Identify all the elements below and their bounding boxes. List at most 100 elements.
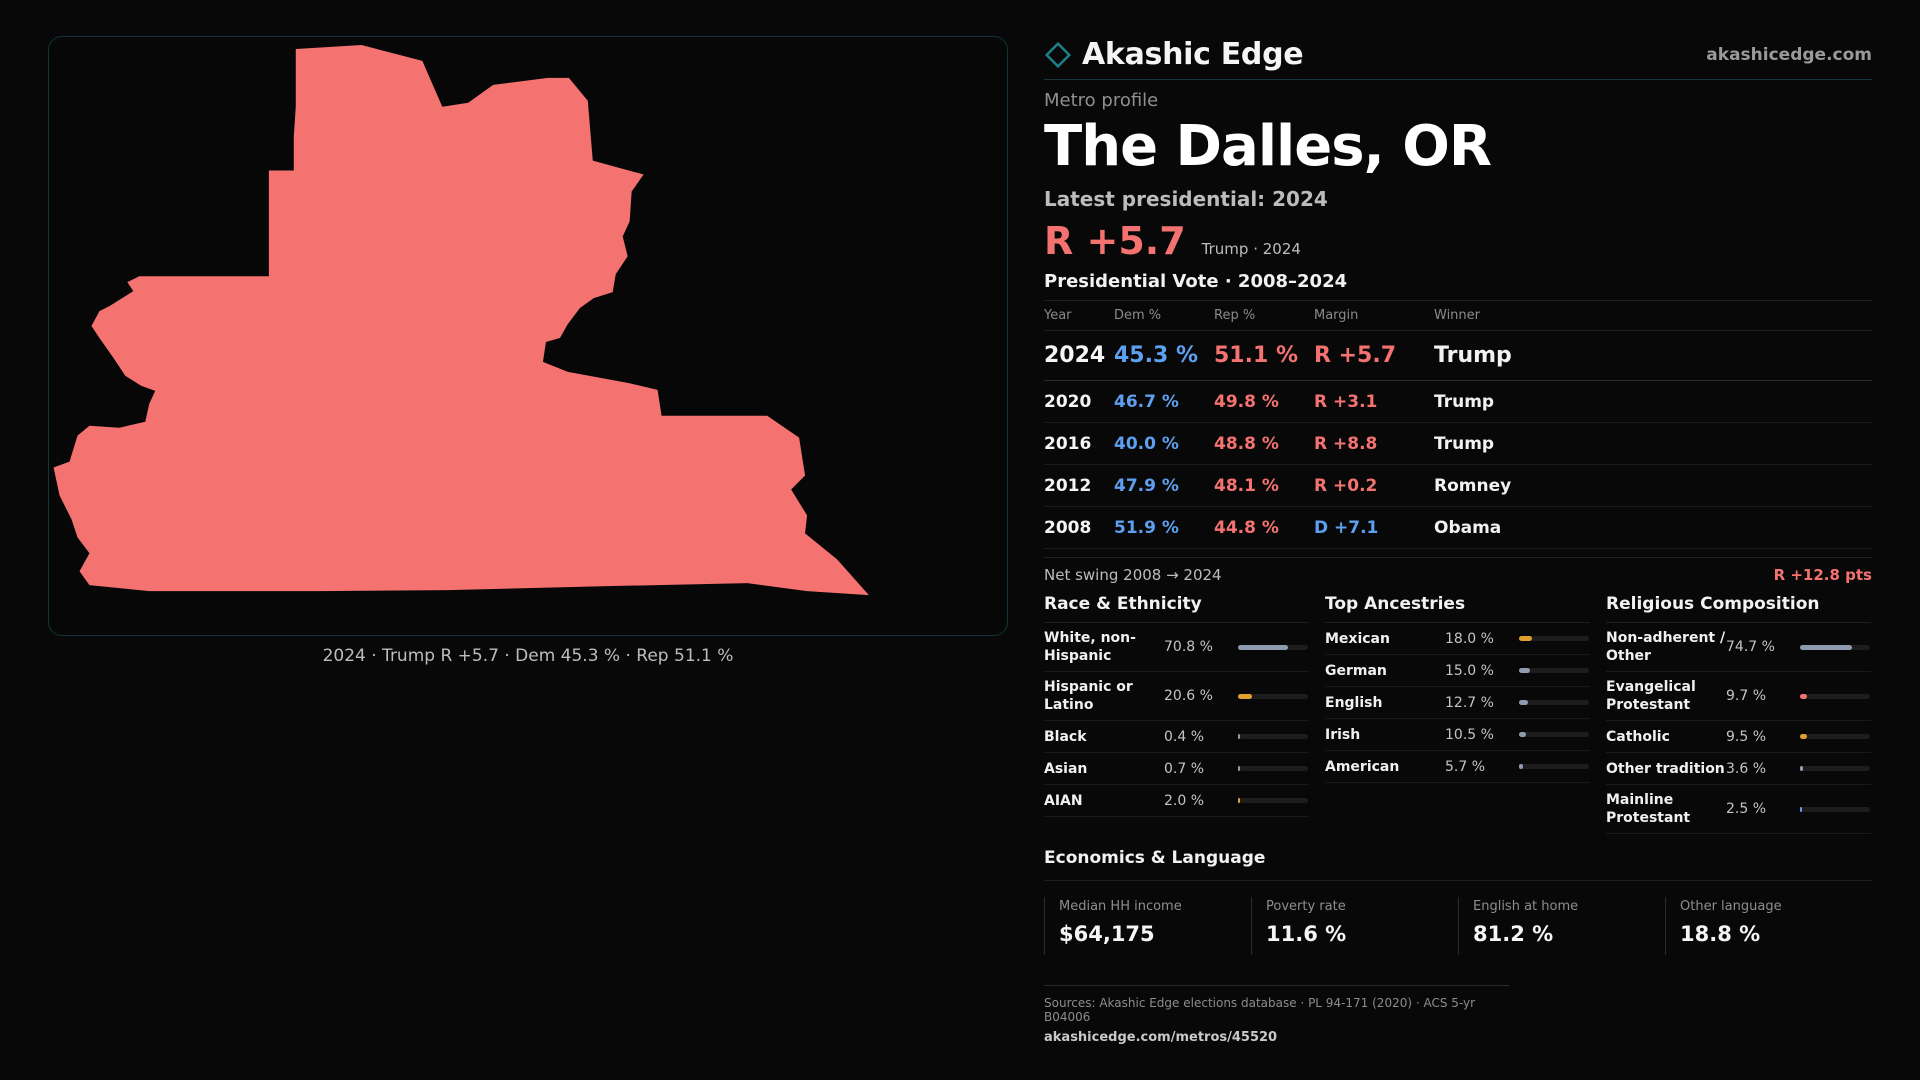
profile-panel: Akashic Edge akashicedge.com Metro profi…	[1044, 30, 1872, 1045]
col-header-winner: Winner	[1434, 301, 1872, 331]
sources-footer: Sources: Akashic Edge elections database…	[1044, 985, 1509, 1045]
stat-percent: 12.7 %	[1445, 694, 1494, 711]
winner-cell: Obama	[1434, 506, 1872, 549]
map-caption: 2024 · Trump R +5.7 · Dem 45.3 % · Rep 5…	[322, 646, 734, 666]
stat-name: Asian	[1044, 760, 1088, 777]
stat-percent: 5.7 %	[1445, 758, 1486, 775]
race-ethnicity-title: Race & Ethnicity	[1044, 594, 1309, 623]
economics-stat: English at home 81.2 %	[1458, 897, 1665, 955]
stat-bar-track	[1238, 693, 1308, 699]
economics-stat-value: $64,175	[1059, 922, 1155, 946]
stat-name: Catholic	[1606, 728, 1670, 745]
year-cell: 2008	[1044, 506, 1114, 549]
metro-map[interactable]	[49, 37, 1007, 635]
col-header-year: Year	[1044, 301, 1114, 331]
stat-bar-track	[1800, 806, 1870, 812]
economics-stat-value: 18.8 %	[1680, 922, 1761, 946]
brand[interactable]: Akashic Edge	[1044, 37, 1304, 72]
rep-pct-cell: 48.1 %	[1214, 464, 1314, 507]
stat-bar-fill	[1800, 766, 1803, 771]
margin-cell: R +5.7	[1314, 330, 1434, 381]
stat-bar-track	[1800, 693, 1870, 699]
year-cell: 2020	[1044, 380, 1114, 423]
stat-bar-fill	[1238, 798, 1240, 803]
stat-percent: 10.5 %	[1445, 726, 1494, 743]
stat-name: Mainline Protestant	[1606, 792, 1691, 826]
dem-pct-cell: 45.3 %	[1114, 330, 1214, 381]
stat-name: Hispanic or Latino	[1044, 679, 1133, 713]
table-row: 2020 46.7 % 49.8 % R +3.1 Trump	[1044, 380, 1872, 423]
stat-bar-track	[1519, 700, 1589, 705]
stat-bar-track	[1800, 734, 1870, 739]
table-row: 2024 45.3 % 51.1 % R +5.7 Trump	[1044, 330, 1872, 381]
stat-row: Catholic 9.5 %	[1606, 721, 1871, 753]
economics-stat: Median HH income $64,175	[1044, 897, 1251, 955]
table-row: 2008 51.9 % 44.8 % D +7.1 Obama	[1044, 506, 1872, 549]
stat-row: German 15.0 %	[1325, 655, 1590, 687]
winner-cell: Trump	[1434, 422, 1872, 465]
stat-percent: 2.0 %	[1164, 792, 1205, 809]
stat-row: Non-adherent / Other 74.7 %	[1606, 623, 1871, 672]
economics-stat-value: 11.6 %	[1266, 922, 1347, 946]
rep-pct-cell: 51.1 %	[1214, 330, 1314, 381]
economics-stat-label: Median HH income	[1059, 899, 1182, 914]
metro-boundary-shape[interactable]	[53, 44, 869, 596]
brand-url-link[interactable]: akashicedge.com	[1706, 44, 1872, 65]
metro-url-link[interactable]: akashicedge.com/metros/45520	[1044, 1030, 1278, 1045]
year-cell: 2016	[1044, 422, 1114, 465]
stat-name: Mexican	[1325, 630, 1390, 647]
stat-percent: 15.0 %	[1445, 662, 1494, 679]
stat-bar-track	[1238, 766, 1308, 771]
stat-row: American 5.7 %	[1325, 751, 1590, 783]
stat-bar-fill	[1800, 734, 1807, 739]
map-panel[interactable]	[48, 36, 1008, 636]
headline-subtitle: Trump · 2024	[1201, 240, 1301, 258]
stat-name: American	[1325, 758, 1400, 775]
stat-bar-track	[1519, 636, 1589, 641]
stat-bar-track	[1519, 732, 1589, 737]
stat-percent: 9.7 %	[1726, 688, 1767, 704]
stat-bar-fill	[1238, 766, 1240, 771]
religion-panel: Religious Composition Non-adherent / Oth…	[1606, 594, 1871, 834]
economics-stat-label: English at home	[1473, 899, 1579, 914]
col-header-rep: Rep %	[1214, 301, 1314, 331]
stat-percent: 0.7 %	[1164, 760, 1205, 777]
stat-percent: 2.5 %	[1726, 801, 1767, 817]
col-header-margin: Margin	[1314, 301, 1434, 331]
year-cell: 2024	[1044, 330, 1114, 381]
stat-row: AIAN 2.0 %	[1044, 785, 1309, 817]
stat-percent: 3.6 %	[1726, 760, 1767, 777]
stat-bar-fill	[1519, 732, 1527, 737]
stat-bar-fill	[1519, 668, 1530, 673]
stat-row: Mainline Protestant 2.5 %	[1606, 785, 1871, 834]
stat-row: Mexican 18.0 %	[1325, 623, 1590, 655]
stat-percent: 0.4 %	[1164, 728, 1205, 745]
presidential-vote-table: Year Dem % Rep % Margin Winner 2024 45.3 …	[1044, 301, 1872, 549]
rep-pct-cell: 49.8 %	[1214, 380, 1314, 423]
stat-bar-track	[1800, 644, 1870, 650]
diamond-logo-icon	[1044, 41, 1072, 68]
economics-stats: Median HH income $64,175 Poverty rate 11.6 …	[1044, 897, 1872, 955]
stat-percent: 74.7 %	[1726, 639, 1775, 655]
stat-bar-fill	[1519, 700, 1528, 705]
brand-header: Akashic Edge akashicedge.com	[1044, 30, 1872, 80]
economics-stat-label: Poverty rate	[1266, 899, 1346, 914]
winner-cell: Trump	[1434, 330, 1872, 381]
stat-row: Hispanic or Latino 20.6 %	[1044, 672, 1309, 721]
demographics-section: Race & Ethnicity White, non-Hispanic 70.8…	[1044, 594, 1872, 834]
table-row: 2012 47.9 % 48.1 % R +0.2 Romney	[1044, 464, 1872, 507]
page-title: The Dalles, OR	[1044, 114, 1492, 179]
stat-row: English 12.7 %	[1325, 687, 1590, 719]
stat-percent: 20.6 %	[1164, 688, 1213, 704]
net-swing-label: Net swing 2008 → 2024	[1044, 566, 1222, 584]
table-header-row: Year Dem % Rep % Margin Winner	[1044, 301, 1872, 331]
stat-percent: 18.0 %	[1445, 630, 1494, 647]
stat-bar-fill	[1238, 734, 1240, 739]
year-cell: 2012	[1044, 464, 1114, 507]
stat-percent: 70.8 %	[1164, 639, 1213, 655]
margin-cell: R +0.2	[1314, 464, 1434, 507]
stat-bar-track	[1238, 734, 1308, 739]
religion-title: Religious Composition	[1606, 594, 1871, 623]
stat-bar-track	[1519, 764, 1589, 769]
stat-row: White, non-Hispanic 70.8 %	[1044, 623, 1309, 672]
